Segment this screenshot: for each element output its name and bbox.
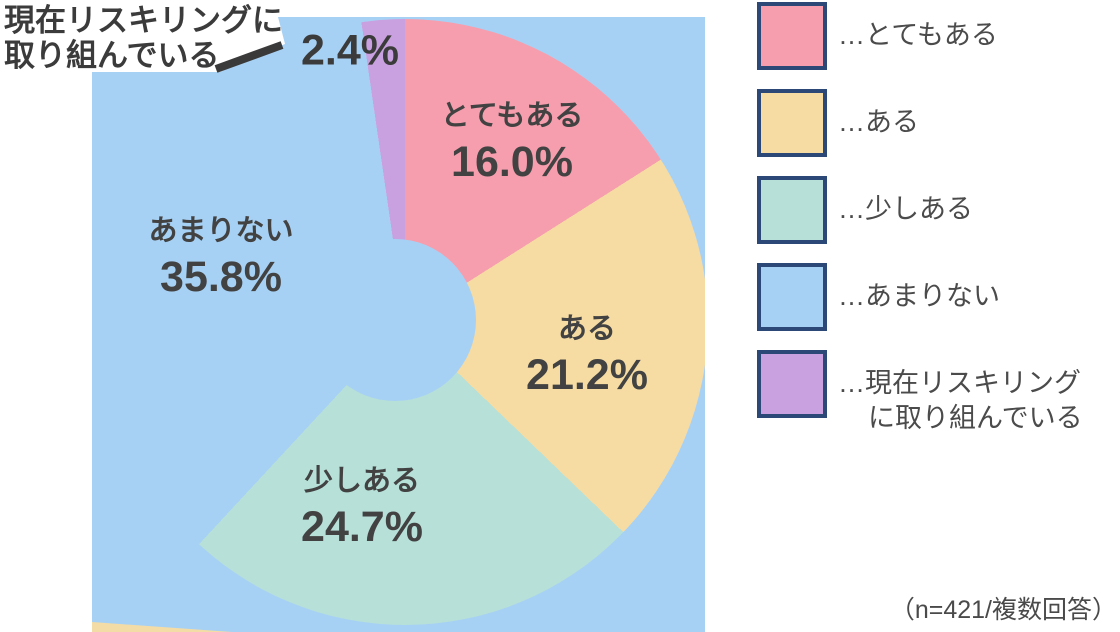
legend-label-line: …ある [838,107,919,137]
callout-notch [92,17,285,73]
legend-item-totemoaru: …とてもある [757,2,1083,70]
legend-item-aru: …ある [757,89,1083,157]
legend-label-line: …とてもある [838,20,998,50]
pie-hole [314,239,476,401]
chart-title: 現在リスキリングに 取り組んでいる [4,3,283,73]
slice-name: あまりない [148,215,294,247]
legend-swatch [757,350,827,418]
next-chart-sliver [92,622,232,632]
slice-name: とてもある [440,100,584,132]
chart-area: とてもある 16.0% ある 21.2% 少しある 24.7% あまりない 35… [92,17,705,632]
slice-name: 少しある [303,465,420,497]
slice-percent: 35.8% [160,253,282,301]
legend-item-amarinai: …あまりない [757,263,1083,331]
legend-label: …現在リスキリング に取り組んでいる [838,366,1083,436]
slice-percent: 21.2% [526,351,648,399]
legend: …とてもある …ある …少しある …あまりない …現在リスキリング に取 [757,2,1083,455]
slice-percent: 24.7% [301,503,423,551]
chart-title-line1: 現在リスキリングに [4,3,283,38]
leader-line [214,41,284,73]
slice-percent: 16.0% [451,138,573,186]
legend-label-line: …あまりない [838,281,1000,311]
legend-label: …あまりない [838,279,1000,314]
slice-label-aru: ある 21.2% [526,312,648,400]
legend-swatch [757,2,827,70]
slice-label-sukoshiaru: 少しある 24.7% [301,464,423,552]
chart-title-line2: 取り組んでいる [4,38,220,73]
legend-label: …ある [838,105,919,140]
slice-label-amarinai: あまりない 35.8% [148,214,293,302]
legend-label: …とてもある [838,18,998,53]
slice-name: ある [557,313,616,345]
legend-label-line: …現在リスキリング [838,368,1081,398]
legend-swatch [757,263,827,331]
legend-swatch [757,176,827,244]
legend-swatch [757,89,827,157]
callout-percent: 2.4% [300,26,400,75]
legend-label-line: に取り組んでいる [868,403,1083,433]
legend-item-genzai: …現在リスキリング に取り組んでいる [757,350,1083,436]
slice-label-totemoaru: とてもある 16.0% [441,99,584,187]
footer-note: （n=421/複数回答） [889,596,1117,624]
legend-label-line: …少しある [838,194,973,224]
legend-label: …少しある [838,192,973,227]
legend-item-sukoshiaru: …少しある [757,176,1083,244]
